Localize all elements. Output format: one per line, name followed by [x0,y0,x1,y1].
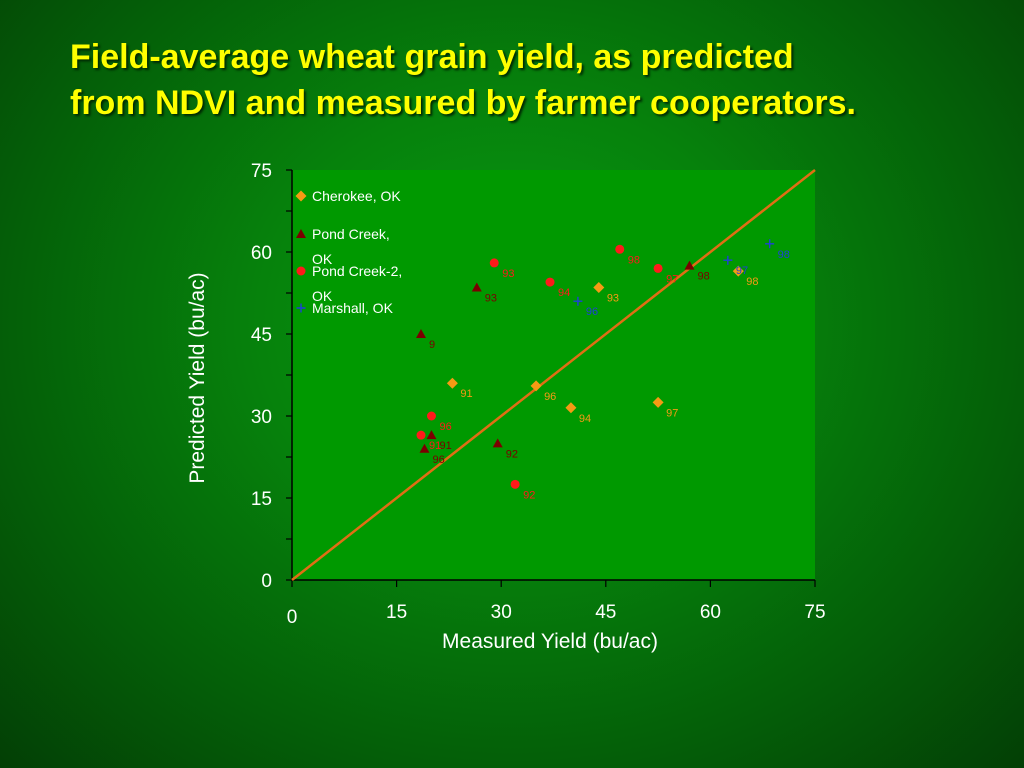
y-tick-label: 15 [251,489,272,510]
legend-marker [296,303,306,313]
one-to-one-line [291,169,816,581]
data-point-label: 93 [502,268,514,280]
data-point [652,396,664,408]
legend-label: Pond Creek, [312,226,390,242]
data-point-label: 91 [429,440,441,452]
x-axis-title: Measured Yield (bu/ac) [442,630,658,653]
data-point-label: 92 [523,489,535,501]
y-tick-label: 45 [251,325,272,346]
data-point-label: 96 [544,391,556,403]
legend-marker [296,266,306,276]
data-point-label: 98 [778,249,790,261]
data-point [489,258,499,268]
legend-label: Cherokee, OK [312,188,401,204]
data-point [471,282,482,292]
y-axis-title: Predicted Yield (bu/ac) [186,272,209,483]
y-tick-label: 60 [251,243,272,264]
data-point-label: 93 [607,293,619,305]
data-point [573,296,583,306]
data-point [565,402,577,414]
data-point-label: 92 [506,448,518,460]
data-point-label: 97 [666,407,678,419]
x-tick-label: 30 [491,602,512,623]
legend-label-continued: OK [312,251,333,267]
legend-label: Pond Creek-2, [312,263,402,279]
data-point [653,263,663,273]
data-point [593,282,605,294]
slide-title: Field-average wheat grain yield, as pred… [70,34,1010,126]
data-point-label: 94 [558,287,570,299]
slide-title-line-2: from NDVI and measured by farmer coopera… [70,84,857,122]
data-point [419,443,430,453]
data-point [530,380,542,392]
data-point-label: 91 [439,440,451,452]
legend-label-continued: OK [312,288,333,304]
legend-marker [296,229,306,238]
data-point-label: 98 [697,271,709,283]
y-tick-label: 75 [251,161,272,182]
data-point-label: 96 [439,421,451,433]
data-point-label: 93 [485,293,497,305]
x-tick-label: 60 [700,602,721,623]
data-point [510,479,520,489]
data-point-label: 96 [586,306,598,318]
data-point-label: 96 [432,454,444,466]
data-point [446,377,458,389]
data-point [684,260,695,270]
y-tick-label: 0 [261,571,272,592]
data-point-label: 98 [746,276,758,288]
slide-title-line-1: Field-average wheat grain yield, as pred… [70,38,794,76]
x-tick-label: 0 [287,607,298,628]
data-point [723,255,733,265]
x-tick-label: 75 [804,602,825,623]
data-point-label: 94 [579,413,591,425]
data-point [426,411,436,421]
data-point-label: 97 [736,265,748,277]
data-point-label: 91 [460,388,472,400]
x-tick-label: 15 [386,602,407,623]
data-point-label: 97 [666,273,678,285]
data-point [416,329,427,338]
data-point [765,239,775,249]
data-point [416,430,426,440]
y-tick-label: 30 [251,407,272,428]
data-point [545,277,555,287]
data-point [615,244,625,254]
legend-marker [295,190,307,202]
data-point-label: 9 [429,339,435,351]
x-tick-label: 45 [595,602,616,623]
data-point-label: 98 [628,254,640,266]
legend-label: Marshall, OK [312,300,394,316]
data-point [426,430,437,440]
data-point [492,438,503,448]
data-point [732,265,744,277]
